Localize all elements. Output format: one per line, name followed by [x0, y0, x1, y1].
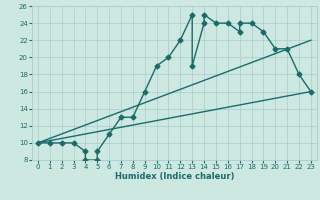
- X-axis label: Humidex (Indice chaleur): Humidex (Indice chaleur): [115, 172, 234, 181]
